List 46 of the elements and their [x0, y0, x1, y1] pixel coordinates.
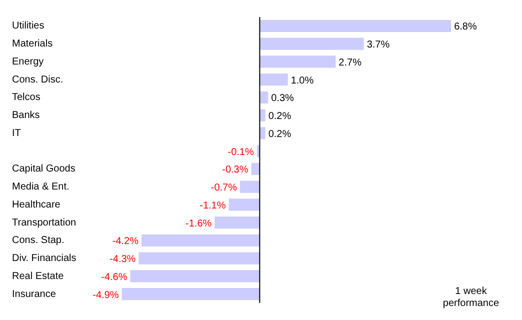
- bar: [214, 216, 260, 229]
- data-label: 0.2%: [268, 128, 292, 140]
- data-label: 1.0%: [290, 75, 314, 86]
- data-label: -0.1%: [228, 146, 254, 158]
- y-tick-label: Healthcare: [12, 199, 61, 210]
- y-tick-label: Transportation: [12, 217, 76, 228]
- y-tick-label: Materials: [12, 38, 53, 50]
- bar: [130, 270, 260, 282]
- y-tick-label: Media & Ent.: [12, 182, 70, 193]
- y-tick-label: Telcos: [12, 92, 40, 104]
- y-tick-label: Real Estate: [12, 270, 64, 282]
- y-tick-label: Div. Financials: [12, 253, 76, 264]
- y-tick-label: Capital Goods: [12, 164, 76, 175]
- bar: [260, 109, 266, 122]
- bar: [260, 91, 268, 104]
- y-tick-label: IT: [12, 128, 21, 139]
- data-label: -0.3%: [222, 164, 248, 176]
- data-label: -4.3%: [110, 254, 136, 266]
- data-label: -1.1%: [200, 200, 226, 212]
- bar: [141, 234, 260, 246]
- annotation: 1 week performance: [442, 286, 500, 310]
- bar: [240, 180, 260, 193]
- bar: [138, 252, 260, 264]
- bar: [260, 38, 364, 50]
- bar: [260, 74, 288, 86]
- data-label: 6.8%: [454, 22, 477, 33]
- data-label: -0.7%: [210, 182, 238, 194]
- y-tick-label: Cons. Stap.: [12, 235, 64, 246]
- data-label: 0.3%: [271, 93, 294, 104]
- y-tick-label: Banks: [12, 110, 40, 122]
- bar: [260, 127, 266, 140]
- data-label: -1.6%: [186, 218, 212, 230]
- bar: [260, 56, 336, 68]
- data-label: 0.2%: [268, 111, 292, 122]
- y-tick-label: Cons. Disc.: [12, 74, 64, 86]
- data-label: 3.7%: [366, 40, 390, 51]
- data-label: -4.6%: [101, 272, 128, 283]
- data-label: -4.2%: [112, 236, 139, 248]
- bar: [122, 288, 260, 300]
- y-tick-label: Insurance: [12, 288, 56, 300]
- data-label: -4.9%: [92, 290, 119, 301]
- data-label: 2.7%: [338, 57, 362, 68]
- y-tick-label: Energy: [12, 56, 44, 68]
- y-tick-label: Utilities: [12, 20, 44, 32]
- bar: [260, 20, 452, 32]
- bar: [228, 198, 260, 211]
